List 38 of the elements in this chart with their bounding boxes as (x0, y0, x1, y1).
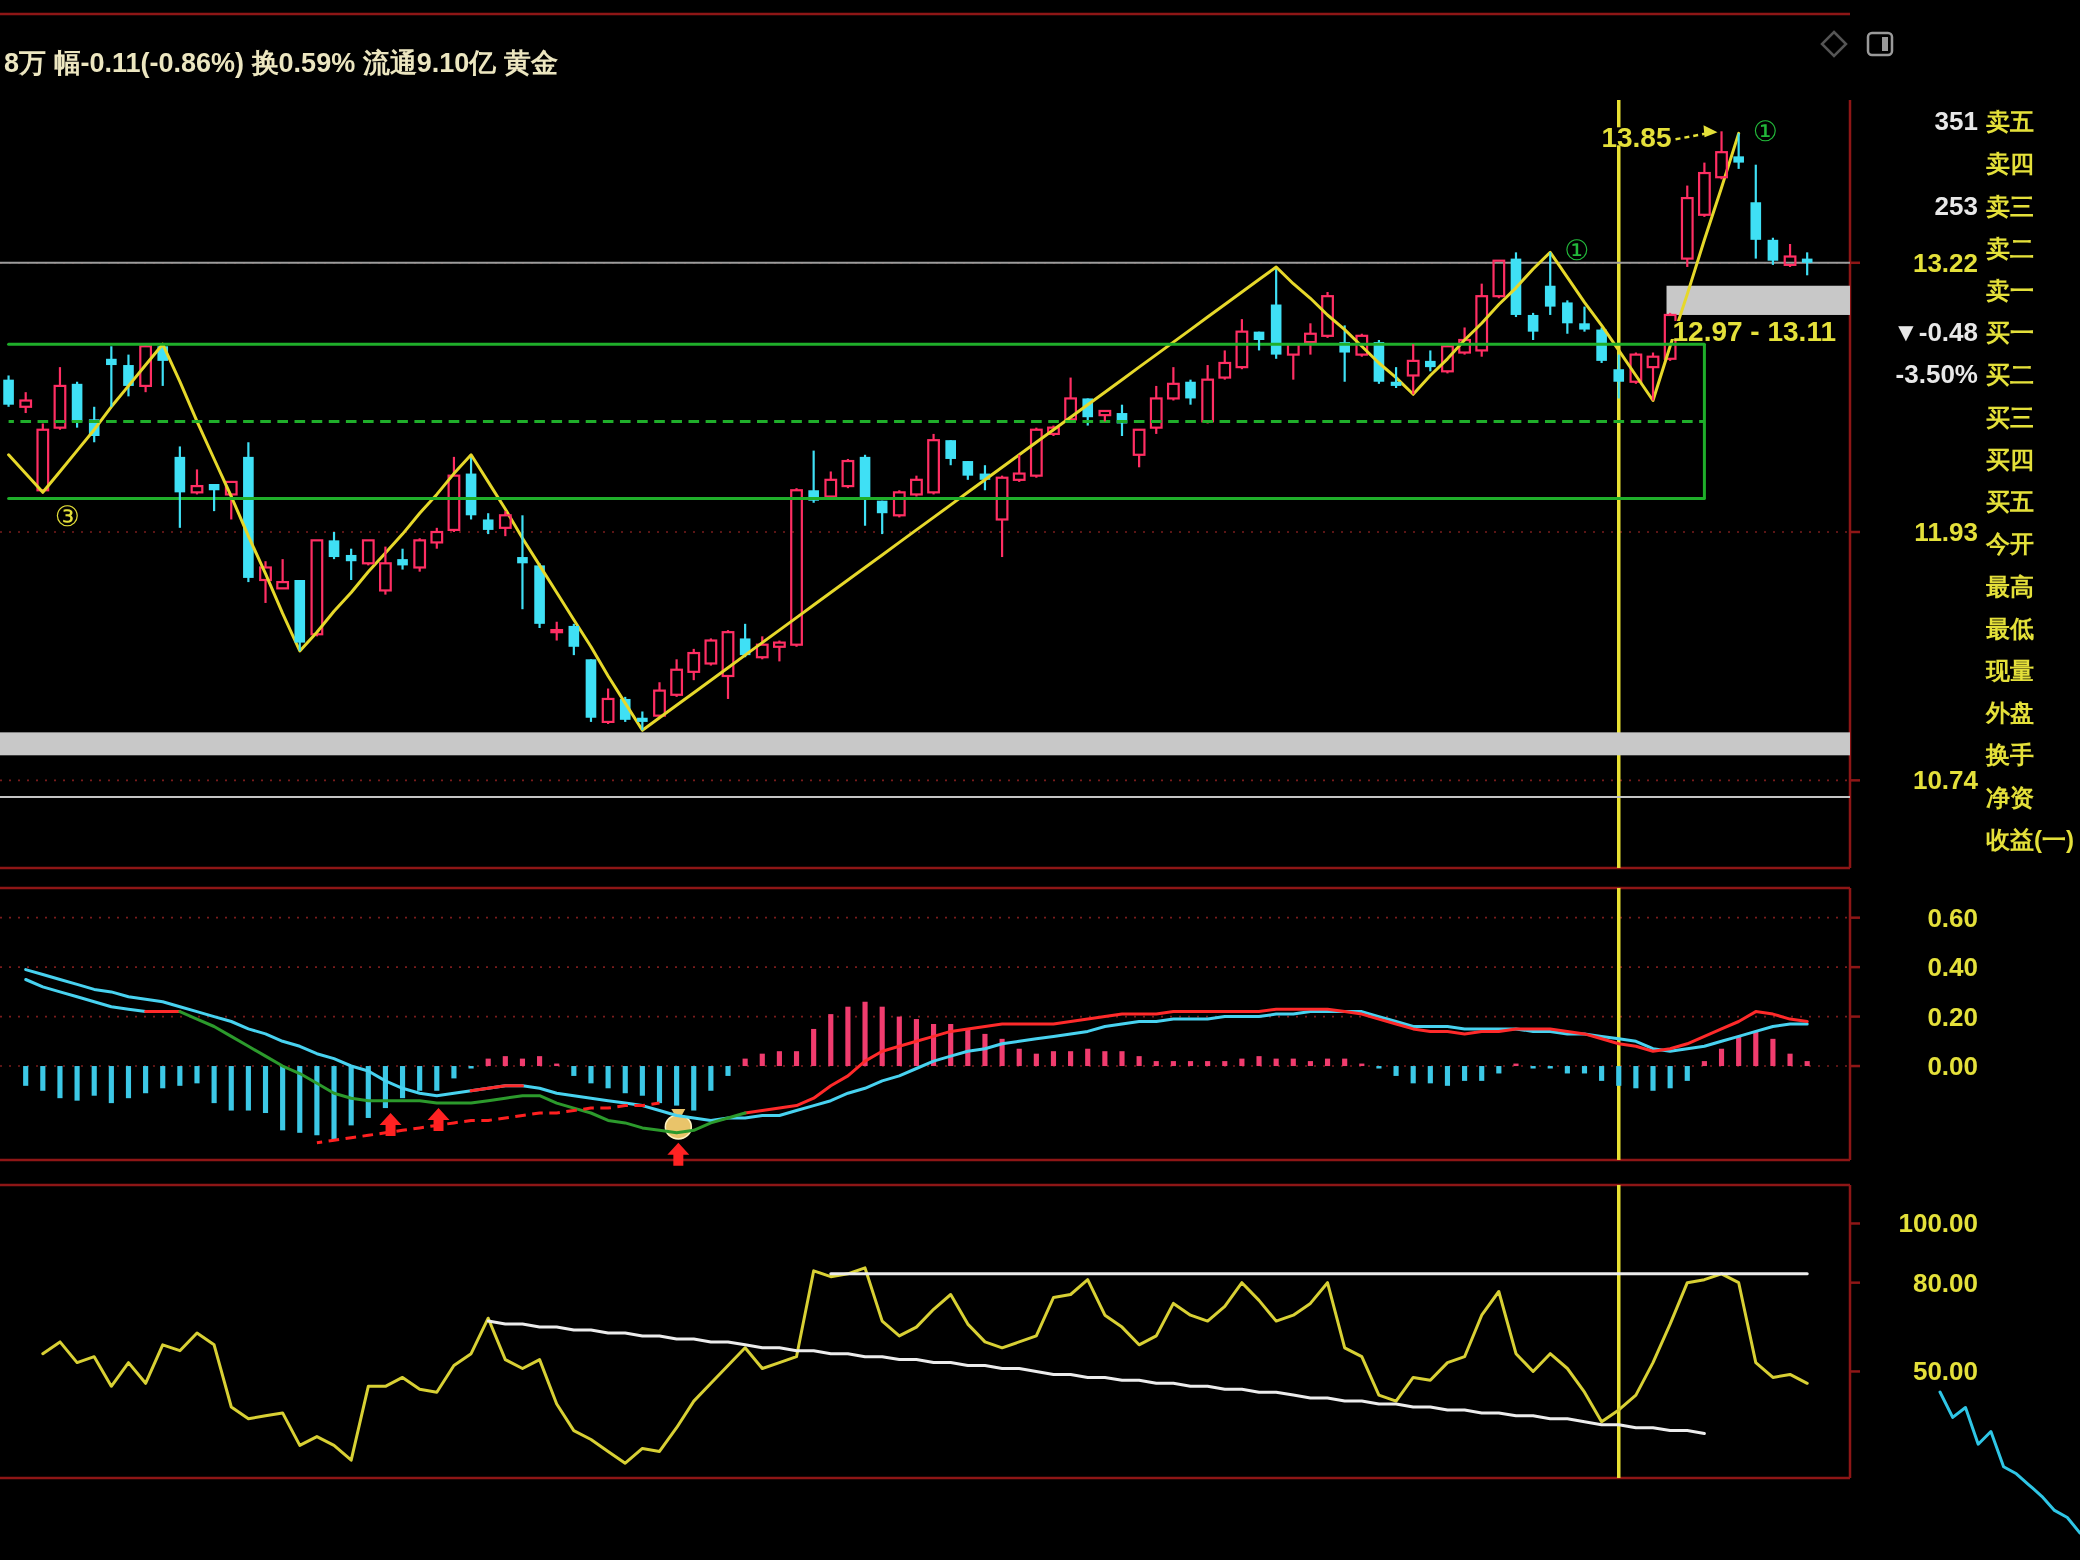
category-label: 买一 (1986, 319, 2034, 347)
text: ▼-0.48 (1893, 317, 1978, 348)
chart-subtitle: 8万 幅-0.11(-0.86%) 换0.59% 流通9.10亿 黄金 (4, 48, 558, 78)
text: 351 (1934, 106, 1978, 137)
y-tick-label: 11.93 (1914, 517, 1978, 547)
y-tick-label: 50.00 (1912, 1356, 1978, 1387)
category-label: 买三 (1986, 403, 2034, 431)
y-tick-label: 80.00 (1912, 1267, 1978, 1298)
category-label: 买五 (1986, 488, 2034, 516)
category-label: 今开 (1985, 530, 2034, 558)
y-tick-label: 10.74 (1912, 765, 1979, 796)
text: 253 (1934, 190, 1978, 221)
category-label: 买二 (1986, 361, 2034, 389)
category-label: 卖四 (1986, 150, 2034, 178)
band-label: 12.97 - 13.11 (1672, 315, 1836, 347)
y-tick-label: 13.22 (1912, 247, 1978, 278)
category-label: 最低 (1985, 614, 2034, 642)
category-label: 净资 (1986, 783, 2034, 811)
category-label: 卖二 (1986, 234, 2034, 262)
category-label: 卖三 (1986, 192, 2034, 220)
y-tick-label: 100.00 (1898, 1208, 1978, 1239)
y-tick-label: 0.20 (1927, 1001, 1978, 1032)
y-tick-label: 0.40 (1927, 952, 1978, 983)
category-label: 最高 (1985, 572, 2034, 600)
annotation: 13.85 (1601, 122, 1672, 154)
category-label: 外盘 (1985, 699, 2034, 727)
y-tick-label: 0.60 (1927, 902, 1978, 933)
category-label: 卖五 (1986, 108, 2034, 136)
annotation: ① (1564, 235, 1590, 267)
category-label: 买四 (1986, 445, 2034, 473)
text: -3.50% (1895, 359, 1978, 390)
annotation: ① (1752, 116, 1778, 148)
annotation: ③ (54, 501, 80, 533)
category-label: 现量 (1985, 657, 2034, 684)
y-tick-label: 0.00 (1927, 1051, 1978, 1082)
category-label: 收益(一) (1986, 825, 2074, 853)
category-label: 卖一 (1986, 277, 2034, 304)
category-label: 换手 (1985, 741, 2034, 769)
